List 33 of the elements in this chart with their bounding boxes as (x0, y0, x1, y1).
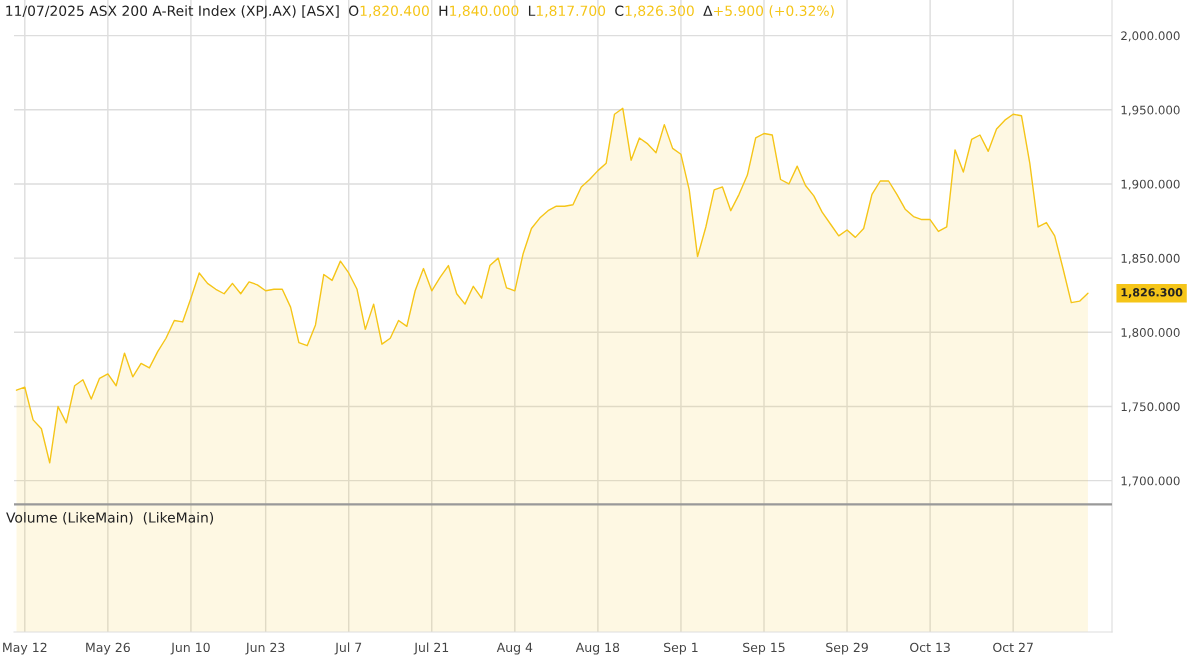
x-tick-label: Oct 13 (910, 642, 950, 653)
y-tick-label: 1,700.000 (1121, 476, 1180, 487)
annotation: O (348, 5, 359, 17)
annotation: 1,820.400 (360, 5, 429, 18)
annotation: C (615, 5, 624, 17)
x-tick-label: May 12 (3, 642, 47, 655)
x-tick-label: Sep 15 (743, 642, 785, 655)
y-tick-label: 1,850.000 (1121, 253, 1180, 264)
x-tick-label: Jun 10 (170, 642, 210, 655)
annotation: L (528, 5, 536, 16)
annotation: +5.900 (+0.32%) (714, 5, 834, 18)
annotation: Δ (703, 5, 713, 16)
text: 1,826.300 (1121, 288, 1183, 298)
y-tick-label: 1,750.000 (1121, 402, 1180, 413)
annotation: 1,840.000 (450, 5, 519, 18)
x-tick-label: Jun 23 (245, 642, 285, 655)
x-tick-label: Jul 21 (413, 642, 449, 655)
annotation: 1,826.300 (625, 5, 694, 18)
y-tick-label: 1,950.000 (1121, 105, 1180, 116)
x-tick-label: Sep 29 (826, 642, 868, 655)
x-tick-label: Aug 18 (575, 642, 620, 655)
x-tick-label: Oct 27 (993, 642, 1033, 653)
x-tick-label: Aug 4 (496, 642, 533, 655)
x-tick-label: Sep 1 (664, 642, 698, 655)
chart-title: 11/07/2025 ASX 200 A-Reit Index (XPJ.AX) [ASX] (6, 5, 339, 19)
y-tick-label: 1,900.000 (1121, 179, 1180, 190)
annotation: 1,817.700 (536, 5, 606, 18)
annotation: Volume (LikeMain) (LikeMain) (6, 512, 214, 525)
y-tick-label: 1,800.000 (1121, 328, 1180, 339)
y-tick-label: 2,000.000 (1121, 31, 1180, 42)
x-tick-label: May 26 (86, 642, 130, 655)
x-tick-label: Jul 7 (334, 642, 362, 655)
annotation: H (439, 5, 448, 16)
